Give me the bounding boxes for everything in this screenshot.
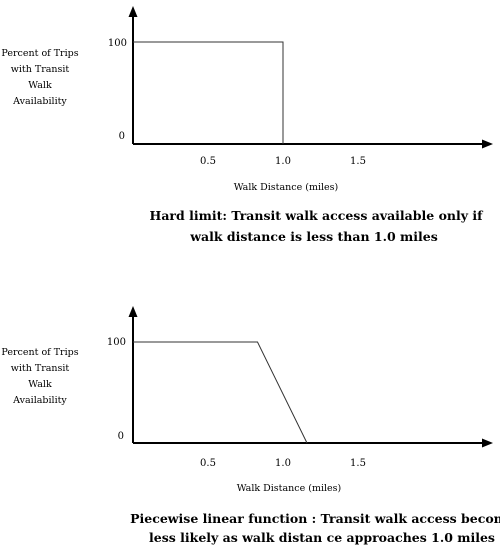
y-tick-label-100: 100 [107, 337, 126, 348]
x-tick-label-1.0: 1.0 [275, 156, 291, 167]
y-axis-label-line-1: Percent of Trips [1, 48, 78, 59]
caption-line-2: walk distance is less than 1.0 miles [189, 229, 438, 244]
y-axis-label-line-2: with Transit [11, 64, 70, 75]
x-tick-label-1.5: 1.5 [350, 156, 366, 167]
caption-line-2: less likely as walk distan ce approaches… [149, 530, 495, 545]
y-tick-label-0: 0 [119, 131, 125, 142]
x-tick-label-0.5: 0.5 [200, 458, 216, 469]
x-tick-label-0.5: 0.5 [200, 156, 216, 167]
x-axis-label: Walk Distance (miles) [234, 182, 339, 193]
y-tick-label-0: 0 [118, 431, 124, 442]
chart-2: Percent of Trips with Transit Walk Avail… [1, 306, 500, 545]
y-axis-label-line-3: Walk [28, 80, 52, 91]
caption-line-1: Piecewise linear function : Transit walk… [130, 511, 500, 526]
series-line [133, 341, 308, 444]
y-axis-arrowhead [128, 6, 138, 17]
caption-line-1: Hard limit: Transit walk access availabl… [150, 208, 485, 223]
x-tick-label-1.0: 1.0 [275, 458, 291, 469]
x-axis-arrowhead [482, 139, 493, 149]
x-axis-label: Walk Distance (miles) [237, 483, 342, 494]
series-line [133, 41, 284, 144]
y-tick-label-100: 100 [108, 38, 127, 49]
y-axis-label-line-3: Walk [28, 379, 52, 390]
chart-1: Percent of Trips with Transit Walk Avail… [1, 6, 493, 244]
y-axis-label-line-1: Percent of Trips [1, 347, 78, 358]
x-axis-arrowhead [482, 438, 493, 448]
y-axis-label-line-2: with Transit [11, 363, 70, 374]
y-axis-arrowhead [128, 306, 138, 317]
x-tick-label-1.5: 1.5 [350, 458, 366, 469]
y-axis-label-line-4: Availability [12, 96, 67, 107]
y-axis-label-line-4: Availability [12, 395, 67, 406]
